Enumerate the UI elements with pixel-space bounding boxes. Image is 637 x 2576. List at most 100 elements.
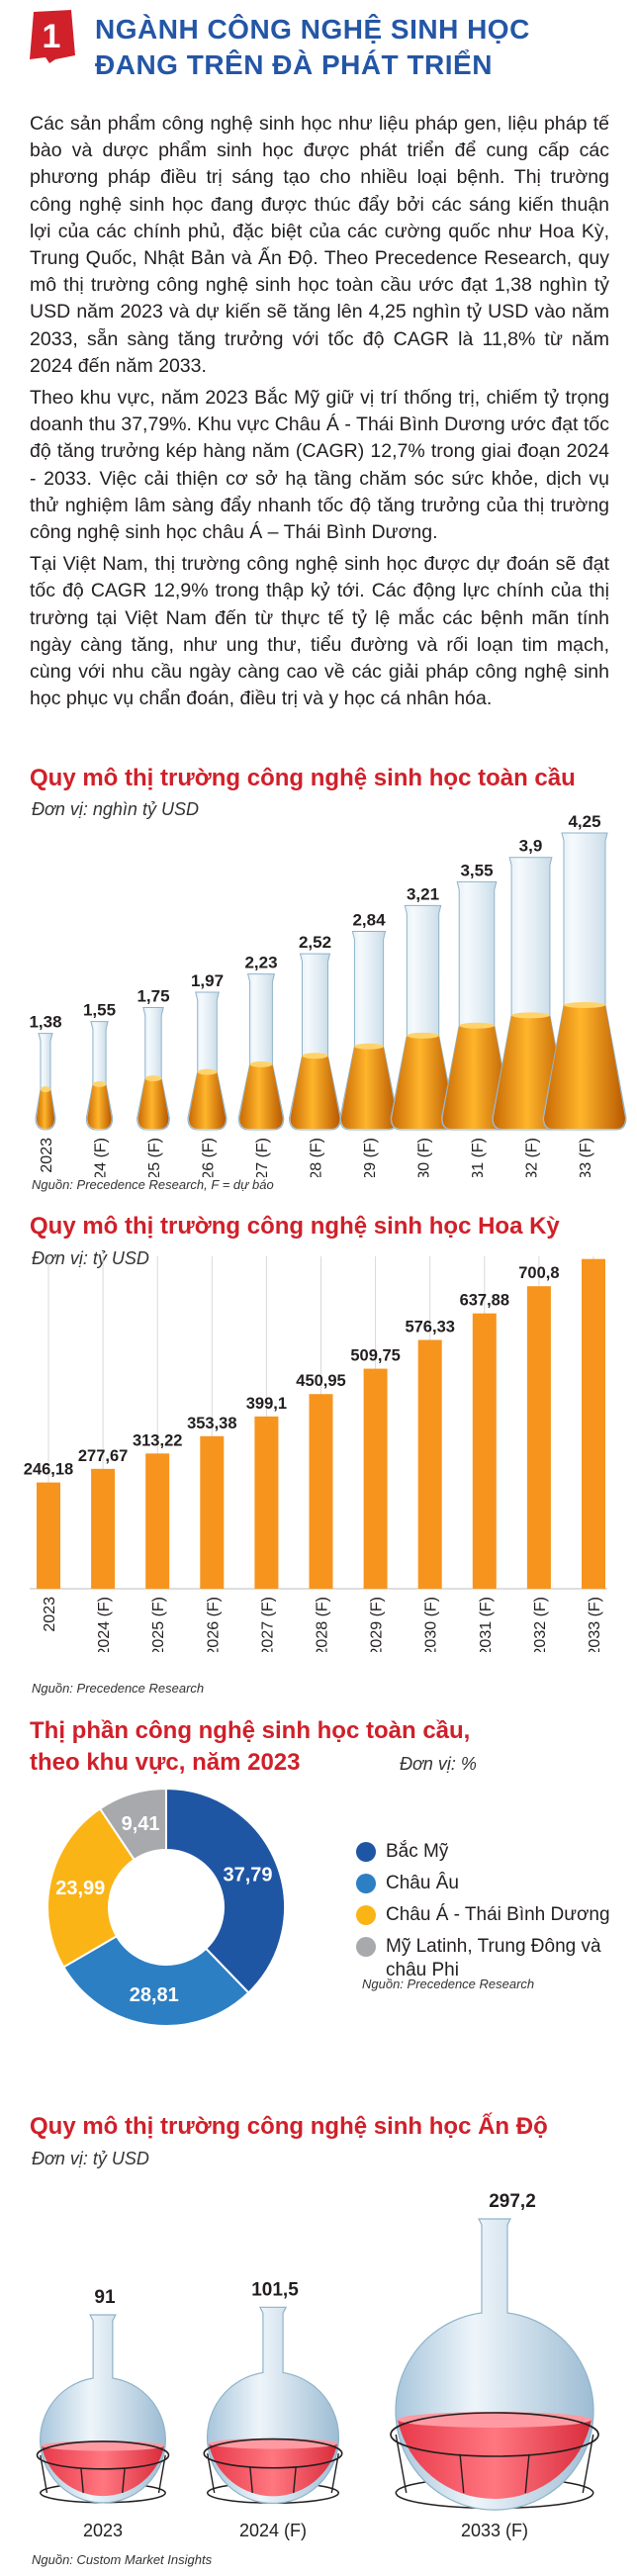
page-title-line1: NGÀNH CÔNG NGHỆ SINH HỌC: [95, 14, 530, 45]
bar: [37, 1482, 60, 1589]
india-market-chart: 91 2023 101,5 2024 (F) 297,2 2033 (F): [36, 2191, 599, 2540]
value-label: 4,25: [568, 812, 600, 831]
tube-liquid-surface: [564, 1002, 605, 1008]
category-label: 2023: [42, 1597, 58, 1632]
category-label: 2032 (F): [524, 1138, 541, 1177]
category-label: 2031 (F): [470, 1138, 487, 1177]
donut-legend: Bắc Mỹ Châu Âu Châu Á - Thái Bình Dương Mỹ …: [356, 1840, 623, 1990]
chart2-source: Nguồn: Precedence Research: [32, 1681, 205, 1696]
donut-slice: [98, 1789, 167, 1862]
stand-leg: [524, 2453, 530, 2494]
value-label: 1,97: [191, 971, 224, 990]
tube-liquid-surface: [354, 1043, 384, 1050]
stand-leg: [293, 2466, 297, 2494]
stand-leg: [330, 2453, 339, 2494]
tube-liquid: [37, 1089, 54, 1129]
value-label: 353,38: [187, 1415, 236, 1432]
chart2-title: Quy mô thị trường công nghệ sinh học Hoa…: [30, 1213, 560, 1240]
global-market-chart: 1,38 2023 1,55 2024 (F) 1,75 2025 (F) 1,97 2026…: [29, 812, 627, 1177]
chart1-source: Nguồn: Precedence Research, F = dự báo: [32, 1177, 274, 1192]
value-label: 277,67: [78, 1447, 128, 1465]
stand-leg: [249, 2466, 253, 2494]
legend-item: Bắc Mỹ: [356, 1840, 623, 1864]
category-label: 2026 (F): [205, 1597, 222, 1652]
value-label: 450,95: [296, 1372, 345, 1390]
chart3-unit: Đơn vị: %: [400, 1754, 477, 1774]
tube-liquid: [392, 1035, 454, 1129]
value-label: 3,21: [407, 884, 439, 903]
value-label: 313,22: [133, 1431, 182, 1449]
intro-paragraph-3: Tại Việt Nam, thị trường công nghệ sinh …: [30, 553, 609, 710]
bar: [254, 1416, 279, 1589]
value-label: 101,5: [251, 2279, 299, 2300]
intro-paragraph-1: Các sản phẩm công nghệ sinh học như liệu…: [30, 113, 609, 377]
flask-liquid-surface: [398, 2412, 592, 2428]
slice-label: 37,79: [224, 1865, 273, 1886]
value-label: 576,33: [405, 1319, 454, 1336]
tube-liquid-surface: [197, 1068, 218, 1075]
value-label: 3,9: [519, 837, 543, 856]
bar: [91, 1468, 116, 1589]
value-label: 399,1: [246, 1395, 287, 1413]
number-badge: 1: [30, 10, 75, 63]
chart3-title-line1: Thị phần công nghệ sinh học toàn cầu,: [30, 1717, 471, 1744]
category-label: 2032 (F): [532, 1597, 549, 1652]
stand-ring: [36, 2440, 170, 2470]
bar: [309, 1394, 333, 1589]
category-label: 2027 (F): [254, 1138, 271, 1177]
stand-leg: [40, 2454, 48, 2494]
stand-leg: [207, 2453, 216, 2494]
donut-slice: [165, 1789, 286, 1994]
stand-leg: [395, 2434, 408, 2494]
flask-liquid-surface: [208, 2438, 338, 2449]
bar: [200, 1435, 225, 1589]
category-label: 2025 (F): [150, 1597, 167, 1652]
category-label: 2027 (F): [259, 1597, 276, 1652]
category-label: 2033 (F): [587, 1597, 603, 1652]
flask-liquid: [41, 2445, 165, 2497]
legend-label: Châu Âu: [386, 1873, 459, 1893]
flask-liquid: [398, 2420, 592, 2499]
regional-share-donut: 37,79 28,81 23,99 9,41: [46, 1789, 286, 2027]
flask-liquid: [208, 2443, 338, 2497]
tube-liquid-surface: [41, 1086, 50, 1093]
us-market-chart: 246,18 2023 277,67 2024 (F) 313,22 2025 (F) 35…: [24, 1256, 607, 1652]
tube-liquid: [188, 1071, 227, 1129]
category-label: 2031 (F): [478, 1597, 495, 1652]
legend-label: Mỹ Latinh, Trung Đông và châu Phi: [386, 1936, 601, 1980]
chart3-title-line2: theo khu vực, năm 2023: [30, 1749, 301, 1776]
flask-liquid-surface: [41, 2440, 165, 2451]
stand-leg: [582, 2434, 594, 2494]
category-label: 2026 (F): [201, 1138, 218, 1177]
value-label: 1,55: [83, 1001, 116, 1020]
category-label: 2023: [83, 2521, 123, 2540]
value-label: 1,38: [29, 1013, 61, 1032]
value-label: 91: [94, 2287, 116, 2308]
chart3-source: Nguồn: Precedence Research: [362, 1977, 535, 1991]
category-label: 2033 (F): [578, 1138, 594, 1177]
category-label: 2024 (F): [239, 2521, 307, 2540]
stand-ring: [390, 2412, 599, 2457]
intro-paragraph-2: Theo khu vực, năm 2023 Bắc Mỹ giữ vị trí…: [30, 387, 609, 544]
tube-liquid-surface: [144, 1075, 162, 1082]
legend-item: Châu Âu: [356, 1872, 623, 1895]
category-label: 2033 (F): [461, 2521, 528, 2540]
value-label: 246,18: [24, 1461, 73, 1479]
value-label: 1,75: [136, 986, 169, 1005]
bar: [582, 1258, 605, 1589]
value-label: 2,23: [244, 954, 277, 972]
tube-liquid: [340, 1046, 398, 1129]
chart1-unit: Đơn vị: nghìn tỷ USD: [32, 799, 199, 819]
tube-liquid: [290, 1056, 340, 1129]
chart4-title: Quy mô thị trường công nghệ sinh học Ấn …: [30, 2113, 548, 2140]
tube-liquid-surface: [92, 1081, 107, 1088]
intro-text: Các sản phẩm công nghệ sinh học như liệu…: [30, 111, 609, 717]
category-label: 2030 (F): [416, 1138, 433, 1177]
legend-item: Châu Á - Thái Bình Dương: [356, 1903, 623, 1927]
legend-swatch: [356, 1937, 376, 1957]
chart4-unit: Đơn vị: tỷ USD: [32, 2149, 149, 2168]
value-label: 700,8: [518, 1264, 559, 1282]
tube-liquid: [544, 1005, 625, 1129]
legend-label: Châu Á - Thái Bình Dương: [386, 1904, 610, 1925]
value-label: 637,88: [460, 1292, 509, 1310]
